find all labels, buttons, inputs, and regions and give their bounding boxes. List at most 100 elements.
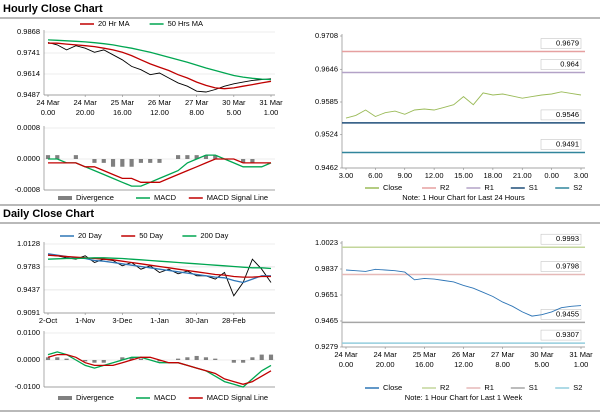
- x-tick-label: 18.00: [483, 171, 502, 180]
- divergence-bar: [101, 360, 106, 363]
- level-label: 0.9679: [556, 39, 579, 48]
- x-tick-label-line: 25 Mar: [111, 98, 135, 107]
- divergence-bar: [213, 155, 218, 159]
- y-tick-label: -0.0100: [15, 382, 40, 391]
- divergence-bar: [185, 357, 190, 360]
- x-tick-label-line: 30 Mar: [222, 98, 246, 107]
- divergence-bar: [92, 159, 97, 163]
- y-tick-label: 0.0008: [17, 123, 40, 132]
- y-tick-label: 0.9462: [315, 163, 338, 172]
- divergence-bar: [250, 357, 255, 360]
- level-label-box: [540, 329, 582, 341]
- level-label-box: [540, 139, 582, 150]
- level-label: 0.9491: [556, 139, 579, 148]
- series-line: [48, 158, 271, 183]
- x-tick-label: 9.00: [397, 171, 412, 180]
- x-tick-label: 12.00: [425, 171, 444, 180]
- level-label: 0.9455: [556, 309, 579, 318]
- level-label-box: [540, 59, 582, 70]
- divergence-bar: [250, 159, 255, 163]
- section-heading: Hourly Close Chart: [3, 3, 103, 15]
- legend-label: 200 Day: [200, 231, 228, 240]
- x-tick-label-line: 27 Mar: [491, 350, 515, 359]
- series-line: [48, 42, 272, 90]
- y-tick-label: 0.9614: [17, 69, 40, 78]
- x-tick-label-line: 27 Mar: [185, 98, 209, 107]
- series-line: [345, 268, 582, 317]
- x-tick-label: 0.00: [544, 171, 559, 180]
- x-tick-label: 3-Dec: [112, 316, 132, 325]
- y-tick-label: -0.0008: [15, 185, 40, 194]
- divergence-bar: [138, 358, 143, 360]
- y-tick-label: 0.9868: [17, 27, 40, 36]
- x-tick-label-line: 24 Mar: [73, 98, 97, 107]
- y-tick-label: 1.0128: [17, 239, 40, 248]
- legend-label: 50 Hrs MA: [168, 19, 203, 28]
- x-tick-label-line: 24 Mar: [334, 350, 358, 359]
- divergence-bar: [268, 354, 274, 360]
- x-tick-label: 25 Mar 16.00: [413, 350, 437, 369]
- legend-label: R1: [484, 383, 494, 392]
- divergence-bar: [203, 357, 209, 360]
- x-tick-label-line: 25 Mar: [413, 350, 437, 359]
- series-line: [47, 351, 272, 388]
- divergence-bar: [231, 360, 236, 363]
- legend-label: Divergence: [76, 393, 114, 402]
- series-line: [47, 353, 272, 385]
- legend-label: S2: [573, 183, 582, 192]
- legend-label: R2: [440, 383, 450, 392]
- x-tick-label: 24 Mar 20.00: [373, 350, 397, 369]
- x-tick-label: 26 Mar 12.00: [452, 350, 476, 369]
- y-tick-label: 0.9708: [315, 31, 338, 40]
- divergence-bar: [101, 159, 106, 163]
- x-tick-label: 15.00: [454, 171, 473, 180]
- legend-label: 20 Hr MA: [98, 19, 130, 28]
- divergence-bar: [120, 357, 125, 360]
- legend-label: S2: [573, 383, 582, 392]
- level-label: 0.9993: [556, 234, 579, 243]
- divergence-bar: [176, 155, 181, 159]
- x-tick-label-line: 0.00: [339, 360, 354, 369]
- x-tick-label-line: 16.00: [113, 108, 132, 117]
- y-tick-label: 0.9585: [315, 97, 338, 106]
- x-tick-label-line: 26 Mar: [148, 98, 172, 107]
- x-tick-label-line: 0.00: [41, 108, 56, 117]
- level-label: 0.964: [560, 59, 579, 68]
- series-line: [47, 41, 272, 93]
- divergence-bar: [176, 358, 181, 360]
- x-tick-label: 6.00: [368, 171, 383, 180]
- level-label-box: [540, 109, 582, 121]
- divergence-bar: [120, 159, 125, 167]
- y-tick-label: 0.9091: [17, 308, 40, 317]
- level-label: 0.9546: [556, 110, 579, 119]
- x-tick-label: 30 Mar 5.00: [530, 350, 554, 369]
- x-tick-label: 25 Mar 16.00: [111, 98, 135, 117]
- y-tick-label: 0.0000: [17, 154, 40, 163]
- divergence-bar: [129, 159, 134, 167]
- y-tick-label: 0.9524: [315, 130, 338, 139]
- x-tick-label-line: 20.00: [76, 108, 95, 117]
- x-tick-label-line: 26 Mar: [452, 350, 476, 359]
- series-line: [345, 91, 582, 119]
- x-tick-label-line: 12.00: [454, 360, 473, 369]
- divergence-bar: [259, 354, 264, 360]
- divergence-bar: [110, 159, 116, 167]
- x-tick-label: 21.00: [513, 171, 532, 180]
- x-tick-label: 3.00: [339, 171, 354, 180]
- x-tick-label: 27 Mar 8.00: [185, 98, 209, 117]
- divergence-bar: [45, 357, 51, 360]
- legend-label: MACD Signal Line: [207, 393, 268, 402]
- divergence-bar: [194, 355, 199, 360]
- x-tick-label: 31 Mar 1.00: [259, 98, 283, 117]
- divergence-bar: [45, 155, 51, 159]
- x-tick-label-line: 12.00: [150, 108, 169, 117]
- divergence-bar: [194, 155, 199, 159]
- x-tick-label: 1-Nov: [75, 316, 95, 325]
- y-tick-label: 0.9437: [17, 285, 40, 294]
- x-tick-label: 26 Mar 12.00: [148, 98, 172, 117]
- legend-label: S1: [529, 383, 538, 392]
- x-tick-label-line: 5.00: [227, 108, 242, 117]
- divergence-bar: [64, 358, 69, 360]
- divergence-bar: [148, 159, 153, 163]
